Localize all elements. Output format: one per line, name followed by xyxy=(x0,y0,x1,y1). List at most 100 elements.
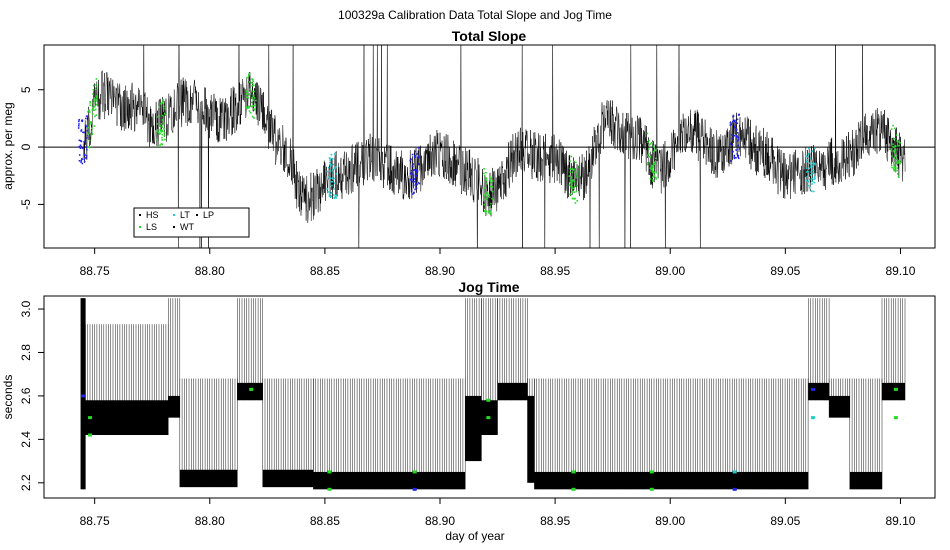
calibration-point xyxy=(812,165,814,168)
calibration-point xyxy=(807,170,809,173)
calibration-point xyxy=(93,97,96,100)
calibration-point xyxy=(253,108,255,110)
calibration-point xyxy=(95,95,98,97)
calibration-point xyxy=(418,156,420,159)
calibration-point xyxy=(735,135,738,137)
calibration-point xyxy=(82,131,85,134)
calibration-point xyxy=(814,177,816,180)
calibration-point xyxy=(808,147,810,150)
y-tick-label: 3.0 xyxy=(19,300,33,317)
calibration-point xyxy=(897,144,900,147)
calibration-point xyxy=(85,157,88,159)
calibration-point xyxy=(489,176,491,178)
calibration-point xyxy=(416,153,419,155)
calibration-point xyxy=(811,169,813,171)
calibration-point xyxy=(655,176,657,179)
calibration-point xyxy=(810,166,812,168)
calibration-point xyxy=(409,178,412,181)
calibration-point xyxy=(78,159,81,162)
calibration-point xyxy=(248,93,251,95)
calibration-point xyxy=(485,213,487,215)
calibration-point xyxy=(158,115,161,117)
calibration-point xyxy=(733,156,736,158)
calibration-point xyxy=(414,180,417,183)
calibration-point xyxy=(899,142,901,144)
calibration-point xyxy=(734,126,736,129)
calibration-point xyxy=(94,115,96,118)
calibration-point xyxy=(736,132,739,134)
calibration-point xyxy=(483,174,486,177)
calibration-point xyxy=(651,169,654,172)
calibration-point xyxy=(328,176,330,178)
jog-time-spikes xyxy=(828,378,851,418)
calibration-point xyxy=(93,100,95,102)
calibration-point xyxy=(86,134,89,137)
total-slope-legend: HS LS LT WT LP xyxy=(133,207,250,238)
calibration-point xyxy=(334,196,336,199)
calibration-point xyxy=(163,134,166,137)
calibration-point xyxy=(84,124,87,127)
calibration-point xyxy=(85,117,87,120)
calibration-point xyxy=(730,160,732,162)
calibration-point xyxy=(80,129,83,131)
legend-marker xyxy=(196,214,198,216)
calibration-window xyxy=(87,78,98,149)
calibration-point xyxy=(92,93,94,95)
calibration-point xyxy=(161,136,163,139)
total-slope-plot-area: 88.75 88.80 88.85 88.90 88.95 89.00 89.05 89.10… xyxy=(19,44,936,278)
calibration-point xyxy=(655,171,657,174)
calibration-point xyxy=(653,146,655,149)
calibration-point xyxy=(410,158,412,161)
calibration-point xyxy=(84,154,86,157)
calibration-point xyxy=(252,95,255,98)
calibration-point xyxy=(248,105,251,108)
calibration-point xyxy=(410,171,413,174)
calibration-point xyxy=(95,98,97,101)
total-slope-title: Total Slope xyxy=(452,28,527,44)
calibration-point xyxy=(487,194,489,196)
calibration-point xyxy=(252,82,254,85)
calibration-point xyxy=(811,183,813,185)
jog-time-spikes xyxy=(168,298,181,418)
calibration-point xyxy=(649,156,652,159)
calibration-point xyxy=(569,193,571,196)
jog-time-calibration-point xyxy=(893,387,898,391)
calibration-point xyxy=(737,157,740,160)
jog-time-calibration-point xyxy=(412,487,417,491)
calibration-point xyxy=(88,124,91,126)
calibration-point xyxy=(570,187,573,190)
calibration-point xyxy=(483,194,486,197)
calibration-point xyxy=(414,183,417,185)
calibration-point xyxy=(161,119,164,121)
calibration-point xyxy=(570,179,572,181)
calibration-point xyxy=(486,192,488,195)
x-tick-label: 88.85 xyxy=(310,514,340,528)
calibration-point xyxy=(893,165,896,168)
calibration-point xyxy=(83,158,86,160)
calibration-point xyxy=(894,169,897,172)
calibration-point xyxy=(489,185,492,188)
calibration-point xyxy=(327,166,330,169)
calibration-point xyxy=(163,128,165,130)
calibration-point xyxy=(79,147,82,149)
calibration-point xyxy=(250,81,253,84)
calibration-point xyxy=(81,162,84,165)
calibration-point xyxy=(411,173,414,176)
calibration-point xyxy=(409,172,412,175)
calibration-point xyxy=(570,185,573,188)
jog-time-spikes xyxy=(262,378,314,488)
calibration-point xyxy=(492,190,494,193)
calibration-point xyxy=(160,130,163,133)
calibration-point xyxy=(484,209,486,212)
jog-time-spikes xyxy=(527,378,535,483)
calibration-point xyxy=(485,179,488,182)
calibration-point xyxy=(92,84,95,87)
calibration-point xyxy=(736,122,739,125)
calibration-point xyxy=(577,170,579,173)
x-tick-label: 88.80 xyxy=(195,514,225,528)
x-tick-label: 88.75 xyxy=(80,264,110,278)
jog-time-band xyxy=(168,395,180,418)
calibration-point xyxy=(415,171,418,174)
jog-time-band xyxy=(808,382,830,401)
calibration-point xyxy=(332,163,335,166)
